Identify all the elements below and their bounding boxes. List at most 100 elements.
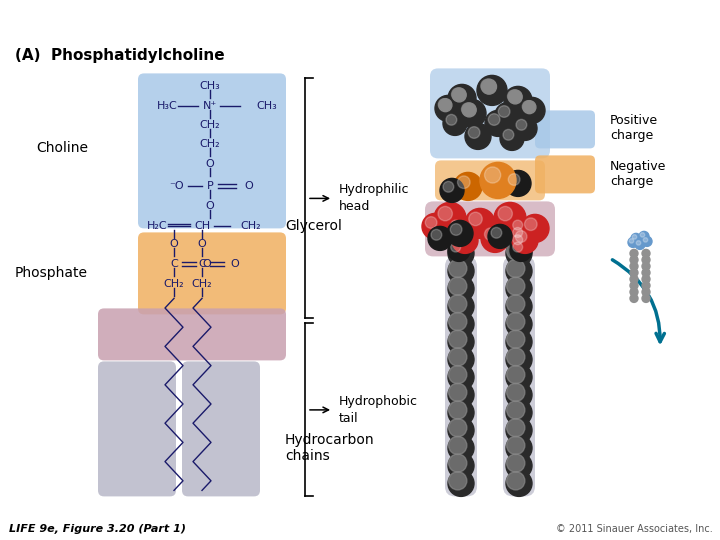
Circle shape xyxy=(426,217,437,228)
Circle shape xyxy=(469,212,482,226)
Text: LIFE 9e, Figure 3.20 (Part 1): LIFE 9e, Figure 3.20 (Part 1) xyxy=(9,524,186,534)
Circle shape xyxy=(448,276,474,302)
Circle shape xyxy=(642,262,650,270)
Circle shape xyxy=(630,281,638,289)
Circle shape xyxy=(448,240,474,266)
Text: O: O xyxy=(206,201,215,211)
Circle shape xyxy=(452,227,478,253)
Circle shape xyxy=(451,235,461,245)
Text: CH: CH xyxy=(194,221,210,232)
Circle shape xyxy=(454,172,482,200)
Circle shape xyxy=(448,84,476,112)
Circle shape xyxy=(485,110,511,137)
Circle shape xyxy=(519,97,545,124)
Circle shape xyxy=(507,330,525,348)
Circle shape xyxy=(449,472,467,490)
Text: Positive
charge: Positive charge xyxy=(610,114,658,143)
Circle shape xyxy=(468,127,480,138)
Circle shape xyxy=(630,269,638,276)
Circle shape xyxy=(449,454,467,472)
Text: O: O xyxy=(206,159,215,170)
Text: © 2011 Sinauer Associates, Inc.: © 2011 Sinauer Associates, Inc. xyxy=(556,524,713,534)
Circle shape xyxy=(510,239,532,261)
Text: Hydrophilic
head: Hydrophilic head xyxy=(339,184,410,213)
Text: CH₂: CH₂ xyxy=(199,120,220,130)
Text: CH₂: CH₂ xyxy=(240,221,261,232)
Circle shape xyxy=(635,239,645,249)
Circle shape xyxy=(630,275,638,283)
Circle shape xyxy=(642,288,650,296)
Circle shape xyxy=(440,178,464,202)
Circle shape xyxy=(642,237,652,246)
Text: P: P xyxy=(207,181,213,191)
Circle shape xyxy=(636,241,641,245)
Text: Glycerol: Glycerol xyxy=(285,219,342,233)
Circle shape xyxy=(507,259,525,278)
Circle shape xyxy=(482,79,497,94)
Circle shape xyxy=(451,220,461,230)
Circle shape xyxy=(506,240,532,266)
Circle shape xyxy=(508,90,520,103)
Circle shape xyxy=(449,418,467,437)
Circle shape xyxy=(513,227,523,238)
Circle shape xyxy=(628,238,638,247)
Circle shape xyxy=(491,227,502,238)
Circle shape xyxy=(446,114,456,125)
Text: O: O xyxy=(244,181,253,191)
Circle shape xyxy=(449,383,467,401)
Circle shape xyxy=(507,436,525,455)
Circle shape xyxy=(630,262,638,270)
Circle shape xyxy=(524,218,537,231)
FancyBboxPatch shape xyxy=(445,256,477,496)
Circle shape xyxy=(513,220,523,230)
Text: H₃C: H₃C xyxy=(157,102,178,111)
Circle shape xyxy=(506,329,532,355)
Circle shape xyxy=(630,288,638,296)
Circle shape xyxy=(428,226,452,251)
Circle shape xyxy=(498,106,510,117)
Circle shape xyxy=(513,235,523,245)
Circle shape xyxy=(631,233,641,244)
FancyBboxPatch shape xyxy=(425,201,555,256)
Circle shape xyxy=(506,470,532,496)
Circle shape xyxy=(448,232,470,254)
Circle shape xyxy=(504,86,532,114)
Circle shape xyxy=(480,163,516,198)
Circle shape xyxy=(449,348,467,366)
Circle shape xyxy=(639,232,649,241)
Circle shape xyxy=(630,294,638,302)
Circle shape xyxy=(506,364,532,390)
Circle shape xyxy=(510,218,532,239)
Text: C: C xyxy=(170,259,178,269)
Circle shape xyxy=(449,313,467,330)
Circle shape xyxy=(512,227,538,253)
Circle shape xyxy=(507,242,525,260)
Circle shape xyxy=(506,417,532,443)
Circle shape xyxy=(451,227,461,238)
Circle shape xyxy=(462,103,474,116)
Circle shape xyxy=(448,364,474,390)
Circle shape xyxy=(448,417,474,443)
Text: N⁺: N⁺ xyxy=(203,102,217,111)
Circle shape xyxy=(449,366,467,384)
Text: CH₂: CH₂ xyxy=(163,279,184,289)
Text: Figure 3.20  Phospholipids (Part 1): Figure 3.20 Phospholipids (Part 1) xyxy=(9,8,246,22)
FancyBboxPatch shape xyxy=(535,156,595,193)
Circle shape xyxy=(640,233,644,237)
Circle shape xyxy=(449,401,467,419)
Circle shape xyxy=(506,258,532,284)
Circle shape xyxy=(521,214,549,242)
FancyBboxPatch shape xyxy=(535,110,595,148)
Circle shape xyxy=(422,213,448,239)
Circle shape xyxy=(642,294,650,302)
Circle shape xyxy=(452,88,467,102)
Text: Phosphate: Phosphate xyxy=(15,266,88,280)
Circle shape xyxy=(630,256,638,264)
Circle shape xyxy=(642,269,650,276)
Circle shape xyxy=(507,295,525,313)
Circle shape xyxy=(506,276,532,302)
Circle shape xyxy=(500,126,524,151)
Circle shape xyxy=(448,258,474,284)
Text: O: O xyxy=(202,259,211,269)
Circle shape xyxy=(448,435,474,461)
